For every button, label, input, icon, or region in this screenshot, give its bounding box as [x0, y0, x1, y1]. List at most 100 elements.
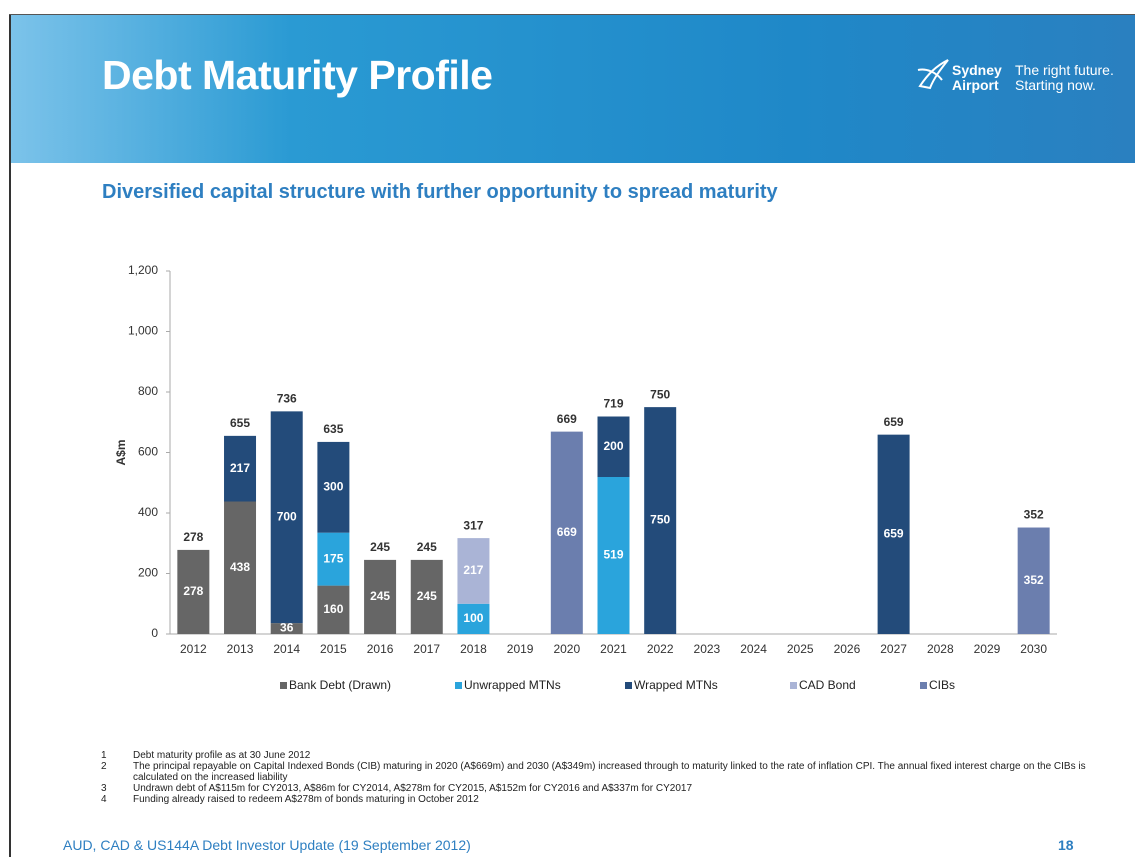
- segment-label: 160: [323, 602, 343, 616]
- total-label: 317: [463, 518, 483, 532]
- x-tick-label: 2019: [507, 642, 534, 656]
- bar-segment: [550, 431, 583, 634]
- bar-segment: [597, 477, 630, 634]
- tagline-line: Starting now.: [1015, 77, 1096, 93]
- x-tick-label: 2013: [227, 642, 254, 656]
- x-tick-label: 2025: [787, 642, 814, 656]
- footnote: 4 Funding already raised to redeem A$278m…: [101, 794, 1091, 805]
- bar-segment: [317, 585, 350, 634]
- legend-swatch: [625, 682, 632, 689]
- segment-label: 245: [370, 589, 390, 603]
- total-label: 719: [603, 397, 623, 411]
- tagline-line: The right future.: [1015, 62, 1114, 78]
- total-label: 635: [323, 422, 343, 436]
- legend-label: Wrapped MTNs: [634, 678, 718, 692]
- legend-label: CAD Bond: [799, 678, 856, 692]
- segment-label: 245: [417, 589, 437, 603]
- total-label: 278: [183, 530, 203, 544]
- y-tick-label: 1,000: [128, 324, 158, 338]
- logo-word: Sydney: [952, 62, 1002, 78]
- segment-label: 519: [603, 548, 623, 562]
- y-tick-label: 600: [138, 445, 158, 459]
- total-label: 736: [277, 392, 297, 406]
- segment-label: 750: [650, 513, 670, 527]
- y-tick-label: 800: [138, 384, 158, 398]
- tagline: The right future. Starting now.: [1015, 63, 1114, 93]
- footnote: 2 The principal repayable on Capital Inde…: [101, 761, 1091, 783]
- legend-swatch: [455, 682, 462, 689]
- y-tick-label: 400: [138, 505, 158, 519]
- legend-label: Unwrapped MTNs: [464, 678, 561, 692]
- border: [9, 14, 1135, 15]
- bar-segment: [364, 559, 397, 634]
- footnote-text: Debt maturity profile as at 30 June 2012: [133, 750, 311, 761]
- footnote: 3 Undrawn debt of A$115m for CY2013, A$86…: [101, 783, 1091, 794]
- x-tick-label: 2015: [320, 642, 347, 656]
- legend-swatch: [790, 682, 797, 689]
- segment-label: 200: [603, 439, 623, 453]
- x-tick-label: 2018: [460, 642, 487, 656]
- x-tick-label: 2012: [180, 642, 207, 656]
- total-label: 659: [884, 415, 904, 429]
- segment-label: 700: [277, 509, 297, 523]
- y-tick-label: 1,200: [128, 263, 158, 277]
- total-label: 669: [557, 412, 577, 426]
- segment-label: 300: [323, 479, 343, 493]
- footnote-number: 2: [101, 761, 107, 772]
- total-label: 245: [370, 540, 390, 554]
- x-tick-label: 2026: [834, 642, 861, 656]
- total-label: 750: [650, 387, 670, 401]
- segment-label: 217: [230, 461, 250, 475]
- bar-segment: [270, 623, 303, 634]
- footnote-text: Undrawn debt of A$115m for CY2013, A$86m…: [133, 783, 693, 794]
- logo-icon: [917, 59, 949, 90]
- bar-segment: [317, 532, 350, 586]
- segment-label: 36: [280, 621, 294, 635]
- total-label: 245: [417, 540, 437, 554]
- x-tick-label: 2023: [694, 642, 721, 656]
- footnote-number: 1: [101, 750, 107, 761]
- x-tick-label: 2024: [740, 642, 767, 656]
- total-label: 352: [1024, 508, 1044, 522]
- x-tick-label: 2028: [927, 642, 954, 656]
- bar-segment: [457, 538, 490, 604]
- y-tick-label: 200: [138, 566, 158, 580]
- bar-segment: [644, 407, 677, 634]
- legend-label: Bank Debt (Drawn): [289, 678, 391, 692]
- segment-label: 352: [1024, 573, 1044, 587]
- y-axis-label: A$m: [114, 439, 128, 465]
- x-tick-label: 2014: [273, 642, 300, 656]
- legend-swatch: [920, 682, 927, 689]
- page-number: 18: [1058, 837, 1074, 853]
- x-tick-label: 2029: [974, 642, 1001, 656]
- bar-segment: [877, 434, 910, 634]
- bar-segment: [1017, 527, 1050, 634]
- x-tick-label: 2020: [553, 642, 580, 656]
- bar-segment: [270, 411, 303, 624]
- total-label: 655: [230, 416, 250, 430]
- footnote-number: 4: [101, 794, 107, 805]
- y-tick-label: 0: [151, 626, 158, 640]
- footer: AUD, CAD & US144A Debt Investor Update (…: [63, 837, 471, 853]
- logo-word: Airport: [952, 77, 999, 93]
- legend-label: CIBs: [929, 678, 955, 692]
- header-band: [10, 15, 1135, 163]
- x-tick-label: 2027: [880, 642, 907, 656]
- bar-segment: [410, 559, 443, 634]
- footnote-text: The principal repayable on Capital Index…: [133, 761, 1086, 783]
- segment-label: 175: [323, 551, 343, 565]
- footnotes: 1 Debt maturity profile as at 30 June 201…: [101, 750, 1091, 805]
- bar-segment: [457, 603, 490, 634]
- subtitle: Diversified capital structure with furth…: [102, 181, 778, 203]
- bar-segment: [177, 549, 210, 634]
- segment-label: 669: [557, 525, 577, 539]
- segment-label: 438: [230, 560, 250, 574]
- legend-swatch: [280, 682, 287, 689]
- segment-label: 217: [463, 563, 483, 577]
- segment-label: 278: [183, 584, 203, 598]
- x-tick-label: 2030: [1020, 642, 1047, 656]
- footnote-number: 3: [101, 783, 107, 794]
- footnote-text: Funding already raised to redeem A$278m …: [133, 794, 479, 805]
- chart: 0 200 400 600 800 1,000 1,200 A$m 2012 278 278 2013…: [114, 263, 1057, 692]
